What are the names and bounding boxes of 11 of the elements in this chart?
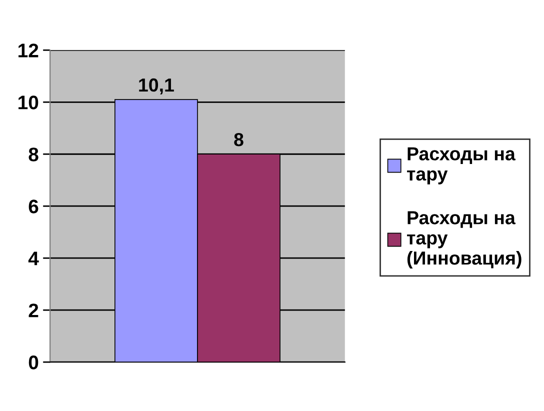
y-tick-label: 0 [28, 356, 38, 370]
legend-label: Расходы на тару [407, 147, 516, 184]
y-tick-label: 4 [28, 252, 39, 266]
y-tick-label: 12 [18, 44, 38, 58]
y-tick-label: 10 [18, 96, 38, 110]
data-label: 10,1 [139, 78, 174, 94]
y-tick-label: 6 [28, 200, 38, 214]
y-tick-label: 2 [28, 304, 38, 318]
legend-label: Расходы на тару (Инновация) [407, 211, 522, 268]
y-tick-label: 8 [28, 148, 38, 162]
data-label: 8 [234, 132, 244, 146]
